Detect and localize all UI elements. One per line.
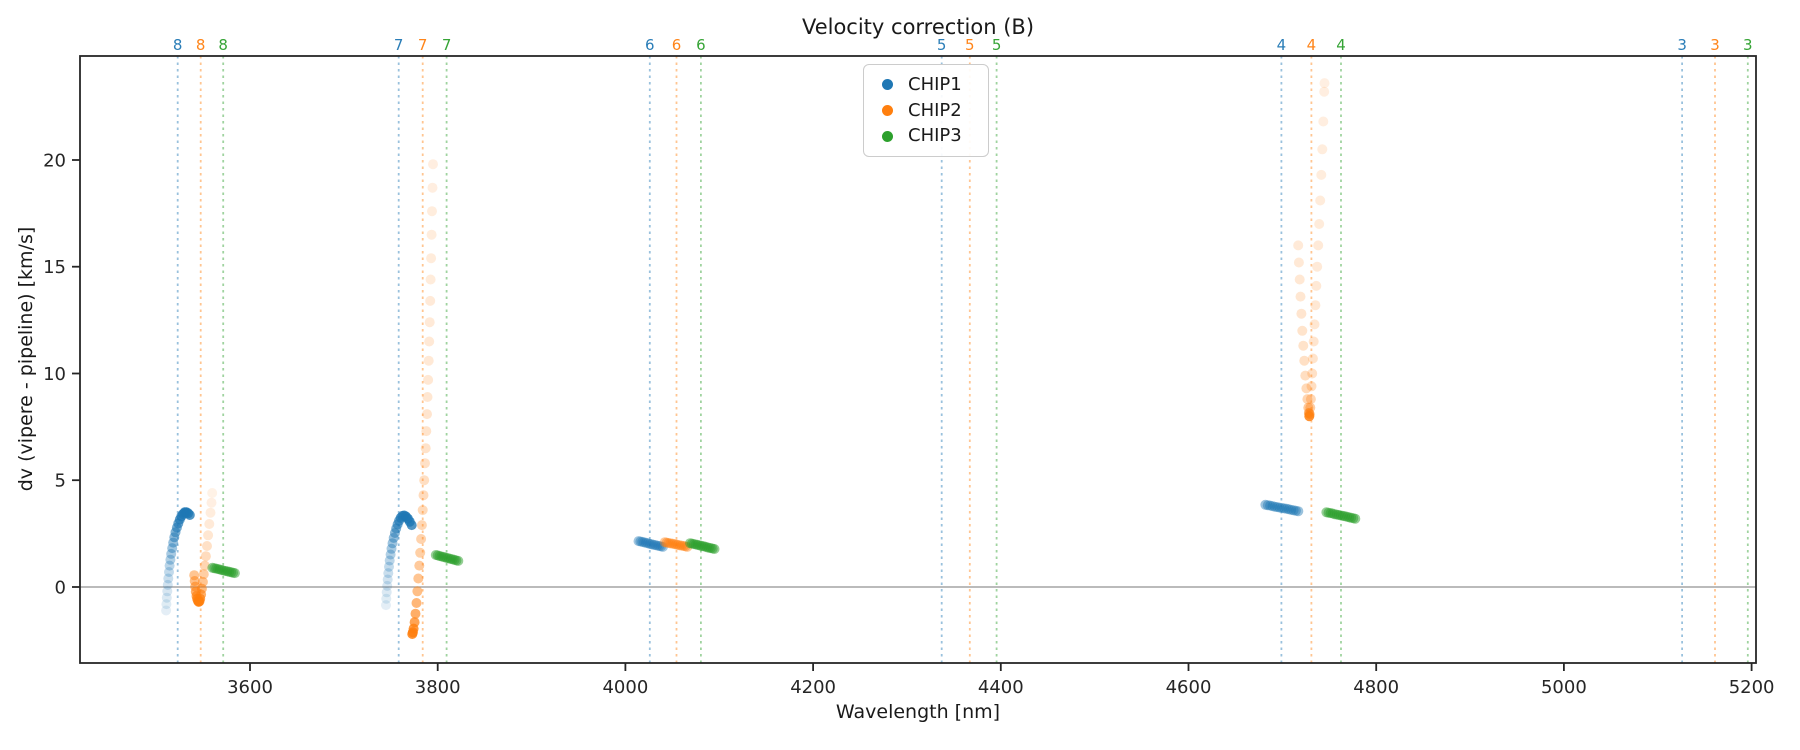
scatter-chip1-order6 [633, 536, 668, 552]
scatter-chip1-order7 [381, 510, 417, 611]
order-number-chip1-3: 3 [1677, 36, 1687, 54]
order-number-chip3-4: 4 [1336, 36, 1346, 54]
order-number-chip1-6: 6 [645, 36, 655, 54]
order-number-chip1-5: 5 [937, 36, 947, 54]
order-number-chip2-4: 4 [1307, 36, 1317, 54]
legend-item-chip3: CHIP3 [882, 127, 984, 145]
scatter-chip2-order7 [407, 159, 438, 639]
chart-title: Velocity correction (B) [801, 15, 1035, 39]
x-tick-label: 3800 [415, 677, 461, 698]
legend-label-chip3: CHIP3 [908, 125, 962, 147]
legend: CHIP1 CHIP2 CHIP3 [863, 64, 989, 157]
y-tick-label: 15 [43, 257, 66, 278]
x-tick-label: 4800 [1353, 677, 1399, 698]
y-axis: 0 5 10 15 20 [43, 151, 80, 599]
x-axis: 3600 3800 4000 4200 4400 4600 4800 5000 5200 [227, 663, 1775, 698]
scatter-chip3-order7 [430, 550, 464, 566]
y-axis-label: dv (vipere - pipeline) [km/s] [15, 226, 37, 492]
order-number-chip3-6: 6 [696, 36, 706, 54]
x-tick-label: 4000 [602, 677, 648, 698]
scatter-chip3-order8 [207, 562, 240, 579]
order-number-chip3-7: 7 [442, 36, 452, 54]
scatter-chip3-order6 [685, 538, 720, 554]
y-tick-label: 10 [43, 364, 66, 385]
order-number-chip1-7: 7 [394, 36, 404, 54]
scatter-chip2-order8 [189, 488, 218, 607]
order-number-chip1-8: 8 [173, 36, 183, 54]
x-tick-label: 4600 [1166, 677, 1212, 698]
scatter-chip1-order4 [1260, 499, 1304, 517]
legend-marker-chip3 [882, 130, 893, 142]
scatter-chip3-order4 [1321, 507, 1361, 524]
legend-label-chip1: CHIP1 [908, 73, 962, 95]
y-tick-label: 0 [55, 578, 66, 599]
scatter-chip2-order4 [1293, 78, 1330, 422]
order-number-chip2-3: 3 [1710, 36, 1720, 54]
plot-border [79, 55, 1757, 664]
x-tick-label: 3600 [227, 677, 273, 698]
scatter-chip2-order6 [659, 537, 693, 552]
legend-item-chip1: CHIP1 [882, 73, 984, 95]
order-number-chip1-4: 4 [1277, 36, 1287, 54]
legend-item-chip2: CHIP2 [882, 99, 984, 121]
x-tick-label: 4400 [978, 677, 1024, 698]
scatter-chip1-order8 [161, 507, 195, 616]
order-number-chip2-6: 6 [672, 36, 682, 54]
x-axis-label: Wavelength [nm] [835, 701, 1001, 723]
legend-label-chip2: CHIP2 [908, 99, 962, 121]
order-number-chip3-5: 5 [992, 36, 1002, 54]
legend-marker-chip2 [882, 105, 893, 116]
x-tick-label: 4200 [790, 677, 836, 698]
order-number-chip3-8: 8 [218, 36, 228, 54]
legend-marker-chip1 [882, 79, 893, 91]
x-tick-label: 5200 [1729, 677, 1775, 698]
order-number-chip2-5: 5 [965, 36, 975, 54]
order-number-chip3-3: 3 [1743, 36, 1753, 54]
order-number-chip2-8: 8 [196, 36, 206, 54]
y-tick-label: 5 [55, 471, 66, 492]
y-tick-label: 20 [43, 151, 66, 172]
order-number-chip2-7: 7 [418, 36, 428, 54]
x-tick-label: 5000 [1541, 677, 1587, 698]
